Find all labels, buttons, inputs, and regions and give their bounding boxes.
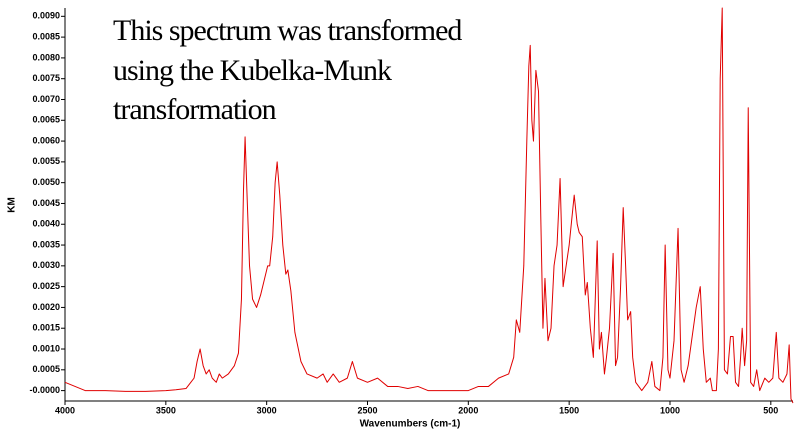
y-tick-label: 0.0050 (32, 177, 60, 187)
y-tick-label: 0.0025 (32, 281, 60, 291)
x-tick-label: 3500 (156, 405, 176, 415)
y-tick-label: 0.0005 (32, 364, 60, 374)
y-tick-label: 0.0030 (32, 260, 60, 270)
x-tick-label: 1000 (660, 405, 680, 415)
y-tick-label: 0.0070 (32, 94, 60, 104)
y-tick-label: 0.0010 (32, 343, 60, 353)
y-tick-label: 0.0090 (32, 11, 60, 21)
annotation-line: transformation (113, 93, 277, 126)
y-tick-label: 0.0020 (32, 302, 60, 312)
x-tick-label: 1500 (559, 405, 579, 415)
y-tick-label: 0.0085 (32, 31, 60, 41)
y-tick-label: 0.0065 (32, 115, 60, 125)
y-tick-label: 0.0040 (32, 219, 60, 229)
y-tick-label: 0.0080 (32, 52, 60, 62)
y-tick-label: -0.0000 (29, 385, 60, 395)
y-axis-label: KM (7, 197, 18, 213)
annotation-line: using the Kubelka-Munk (113, 54, 392, 87)
annotation-line: This spectrum was transformed (113, 14, 462, 47)
y-tick-label: 0.0045 (32, 198, 60, 208)
x-axis-label: Wavenumbers (cm-1) (360, 419, 461, 430)
y-tick-label: 0.0075 (32, 73, 60, 83)
y-tick-label: 0.0035 (32, 239, 60, 249)
x-tick-label: 4000 (55, 405, 75, 415)
x-tick-label: 2500 (357, 405, 377, 415)
y-tick-label: 0.0055 (32, 156, 60, 166)
spectrum-line (64, 7, 794, 404)
x-tick-label: 500 (763, 405, 778, 415)
y-tick-label: 0.0015 (32, 323, 60, 333)
x-tick-label: 3000 (257, 405, 277, 415)
y-tick-label: 0.0060 (32, 135, 60, 145)
x-tick-label: 2000 (458, 405, 478, 415)
